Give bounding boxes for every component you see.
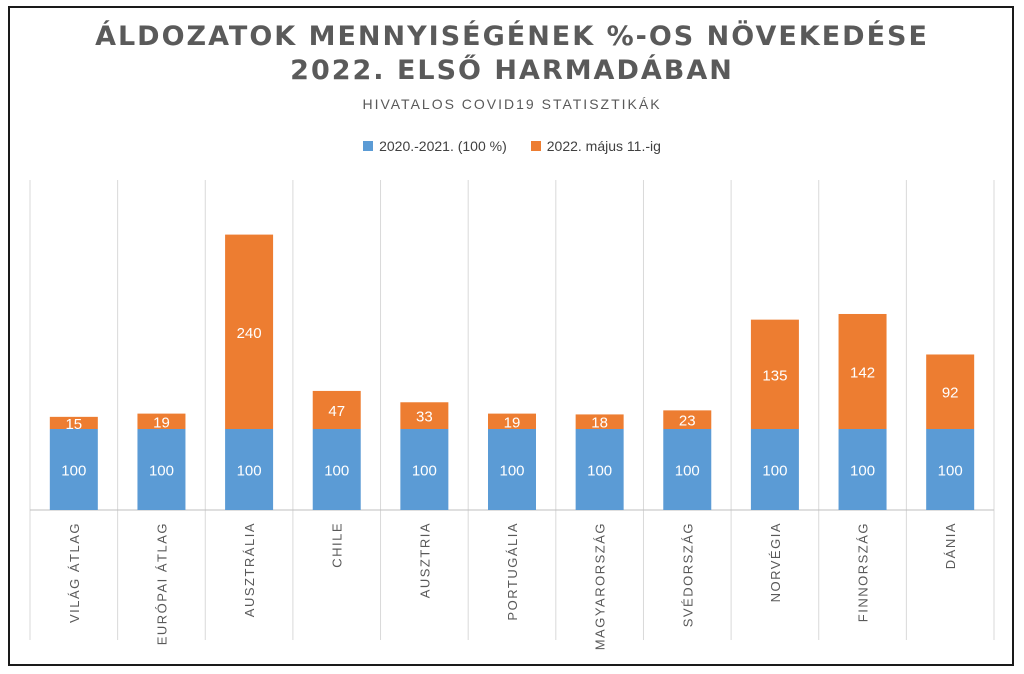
legend-item-series-1: 2020.-2021. (100 %) [363,138,507,154]
legend-label-series-2: 2022. május 11.-ig [546,138,661,154]
bar-series-1 [838,429,887,510]
data-label-series-2: 142 [850,364,875,381]
chart-title-line-1: ÁLDOZATOK MENNYISÉGÉNEK %-OS NÖVEKEDÉSE [95,21,929,52]
category-label: MAGYARORSZÁG [593,522,608,650]
legend-item-series-2: 2022. május 11.-ig [530,138,661,154]
data-label-series-2: 47 [328,403,345,420]
category-label: NORVÉGIA [768,522,783,602]
bar-series-1 [663,429,712,510]
chart-legend: 2020.-2021. (100 %) 2022. május 11.-ig [0,138,1024,154]
data-label-series-2: 135 [762,367,787,384]
bar-series-2 [225,234,274,429]
data-label-series-1: 100 [762,463,787,480]
data-label-series-1: 100 [938,463,963,480]
bar-series-1 [49,429,98,510]
legend-swatch-series-1 [363,141,374,151]
chart-title-line-2: 2022. ELSŐ HARMADÁBAN [290,55,734,86]
data-label-series-2: 19 [153,414,170,431]
chart-title: ÁLDOZATOK MENNYISÉGÉNEK %-OS NÖVEKEDÉSE … [0,20,1024,88]
legend-label-series-1: 2020.-2021. (100 %) [379,138,507,154]
bar-series-2 [575,414,624,429]
category-label: DÁNIA [943,522,958,569]
category-label: CHILE [330,522,345,568]
bar-series-2 [137,413,186,429]
data-label-series-1: 100 [675,463,700,480]
data-label-series-1: 100 [237,463,262,480]
category-label: FINNORSZÁG [856,522,871,622]
chart-subtitle: HIVATALOS COVID19 STATISZTIKÁK [362,96,662,112]
category-label: AUSZTRIA [417,522,432,598]
data-label-series-1: 100 [149,463,174,480]
data-label-series-2: 15 [65,416,82,433]
bar-series-1 [488,429,536,510]
data-label-series-2: 23 [679,413,696,430]
bar-series-1 [400,429,449,510]
category-label: VILÁG ÁTLAG [67,522,82,623]
category-label: SVÉDORSZÁG [680,522,695,627]
data-label-series-1: 100 [412,463,437,480]
category-label: AUSZTRÁLIA [242,522,257,617]
data-label-series-2: 240 [237,325,262,342]
category-label: PORTUGÁLIA [505,522,520,621]
data-label-series-1: 100 [850,463,875,480]
bar-series-2 [312,390,361,429]
bar-series-1 [575,429,624,510]
bar-series-2 [926,354,975,429]
bar-series-2 [400,402,449,429]
bar-series-1 [312,429,361,510]
bar-series-1 [137,429,186,510]
bar-series-2 [663,410,712,429]
legend-swatch-series-2 [530,141,541,151]
data-label-series-2: 19 [504,414,521,431]
data-label-series-1: 100 [61,463,86,480]
category-label: EURÓPAI ÁTLAG [154,522,169,645]
bar-series-2 [838,313,887,429]
data-label-series-2: 33 [416,409,433,426]
data-label-series-1: 100 [499,463,524,480]
bar-series-1 [926,429,975,510]
data-label-series-1: 100 [324,463,349,480]
data-label-series-1: 100 [587,463,612,480]
data-label-series-2: 18 [591,415,608,432]
bar-series-2 [750,319,799,429]
bar-series-2 [49,416,98,429]
bar-series-1 [225,429,274,510]
data-label-series-2: 92 [942,385,959,402]
bar-series-2 [488,413,536,429]
bar-series-1 [750,429,799,510]
